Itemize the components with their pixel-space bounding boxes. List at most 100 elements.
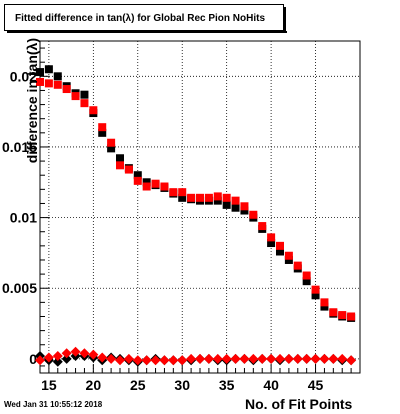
data-point-square [71, 92, 80, 101]
data-point-square [133, 176, 142, 185]
x-tick-label: 35 [219, 377, 235, 393]
data-point-diamond [203, 353, 214, 364]
data-point-diamond [221, 353, 232, 364]
x-tick-label: 15 [41, 377, 57, 393]
data-point-diamond [35, 355, 45, 366]
data-point-diamond [61, 348, 72, 359]
data-point-diamond [70, 346, 81, 357]
x-tick-label: 40 [263, 377, 279, 393]
x-axis-label: No. of Fit Points [245, 396, 353, 412]
data-point-diamond [212, 353, 223, 364]
data-point-diamond [283, 353, 294, 364]
data-point-square [107, 144, 116, 153]
data-point-square [178, 188, 187, 197]
data-point-square [62, 85, 71, 94]
data-point-square [311, 291, 320, 300]
data-point-square [196, 193, 204, 202]
data-point-square [249, 210, 258, 219]
data-point-square [302, 277, 311, 286]
data-point-diamond [292, 353, 303, 364]
data-point-diamond [301, 353, 312, 364]
data-point-diamond [150, 355, 161, 366]
data-point-square [231, 203, 240, 212]
data-point-square [44, 65, 53, 74]
data-point-square [284, 255, 293, 264]
x-tick-label: 25 [130, 377, 146, 393]
data-point-diamond [168, 355, 179, 366]
data-point-square [267, 233, 276, 242]
data-point-square [320, 302, 329, 311]
data-point-square [213, 192, 222, 201]
data-point-square [258, 222, 267, 231]
data-point-diamond [257, 353, 268, 364]
data-point-diamond [115, 355, 125, 366]
data-point-square [347, 312, 356, 321]
data-point-square [80, 99, 89, 108]
data-point-square [116, 154, 124, 163]
data-point-diamond [52, 351, 63, 362]
data-point-square [107, 138, 116, 147]
data-point-square [98, 123, 107, 132]
data-point-diamond [186, 353, 197, 364]
data-point-square [284, 251, 293, 260]
data-point-square [36, 77, 44, 86]
data-point-square [116, 161, 124, 170]
data-point-diamond [319, 353, 330, 364]
data-point-diamond [337, 353, 348, 364]
y-tick-label: 0.015 [2, 139, 37, 155]
data-point-square [267, 239, 276, 248]
chart-title: Fitted difference in tan(λ) for Global R… [15, 13, 266, 24]
data-point-square [231, 196, 240, 205]
data-point-square [142, 178, 151, 187]
data-point-square [240, 206, 249, 215]
data-point-square [133, 171, 142, 180]
y-tick-label: 0.01 [10, 210, 37, 226]
data-point-square [98, 128, 107, 137]
data-point-diamond [159, 355, 170, 366]
data-point-square [80, 90, 89, 99]
data-point-diamond [61, 353, 72, 364]
x-tick-label: 45 [308, 377, 324, 393]
timestamp-footer: Wed Jan 31 10:55:12 2018 [4, 400, 103, 409]
y-tick-label: 0 [29, 351, 37, 367]
data-point-diamond [88, 349, 99, 360]
data-point-diamond [177, 355, 188, 366]
data-point-diamond [230, 353, 241, 364]
data-point-square [178, 193, 187, 202]
data-point-square [311, 285, 320, 294]
data-point-square [293, 261, 302, 270]
data-point-square [320, 298, 329, 307]
data-point-diamond [97, 352, 108, 363]
data-point-square [53, 72, 62, 81]
data-point-square [204, 193, 213, 202]
data-point-diamond [248, 353, 259, 364]
plot-frame [39, 40, 361, 374]
data-point-square [240, 202, 249, 211]
data-point-diamond [266, 353, 277, 364]
data-point-diamond [132, 355, 143, 366]
data-point-square [329, 308, 338, 317]
data-point-square [187, 193, 196, 202]
data-point-square [169, 188, 178, 197]
y-axis-label: difference in tan(λ) [24, 38, 40, 164]
data-point-diamond [275, 353, 285, 364]
data-point-square [302, 271, 311, 280]
data-point-diamond [79, 348, 90, 359]
data-point-square [142, 182, 151, 191]
data-point-diamond [310, 353, 321, 364]
data-point-square [36, 68, 44, 77]
data-point-square [151, 179, 160, 188]
y-tick-label: 0.005 [2, 280, 37, 296]
data-point-square [53, 80, 62, 89]
data-point-square [213, 196, 222, 205]
data-point-diamond [52, 356, 63, 367]
data-point-diamond [239, 353, 250, 364]
x-tick-label: 20 [86, 377, 102, 393]
data-point-square [89, 106, 98, 115]
y-tick-label: 0.02 [10, 68, 37, 84]
data-point-square [276, 247, 284, 256]
data-point-diamond [43, 352, 54, 363]
data-point-square [222, 200, 231, 209]
